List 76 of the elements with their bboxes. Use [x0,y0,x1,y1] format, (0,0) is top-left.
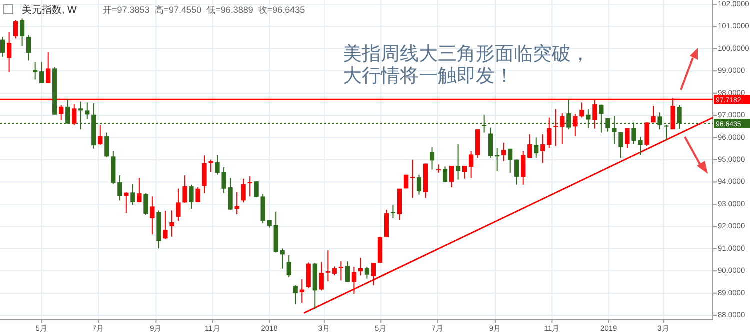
candlestick [554,108,558,147]
candlestick [644,122,650,147]
candlestick [442,166,448,183]
candlestick [254,181,259,198]
candlestick [618,132,624,158]
candlestick [124,192,129,214]
candlestick [163,210,168,240]
candlestick [390,204,396,219]
candlestick [182,175,188,204]
candlestick [280,248,285,270]
candlestick [293,285,298,305]
candlestick [40,62,44,84]
candlestick [170,210,174,238]
annotation: 美指周线大三角形面临突破， [343,43,590,65]
candlestick [462,166,468,180]
candlestick [137,178,142,203]
candlestick [33,62,38,80]
candlestick [502,142,506,162]
candlestick [560,113,565,144]
candlestick [352,266,356,294]
candlestick [104,132,110,158]
candlestick [202,154,207,194]
candlestick [469,150,474,179]
candlestick [664,124,669,141]
candlestick [580,102,584,118]
candlestick [371,262,376,286]
candlestick [384,210,390,238]
candlestick [364,266,370,280]
candlestick [248,176,252,198]
candlestick [72,104,77,126]
candlestick [508,148,513,174]
candlestick [0,36,6,58]
text: 开=97.3853 高=97.4550 低=96.3889 收=96.6435 [103,5,306,15]
candlestick [130,184,136,206]
candlestick [196,187,200,203]
candlestick [300,279,304,304]
candlestick [326,250,330,282]
candlestick [118,175,122,202]
candlestick [59,104,64,121]
candlestick [189,184,194,210]
candlestick [540,134,546,164]
candlestick [416,174,422,196]
candlestick [46,52,51,84]
candlestick [150,196,155,236]
annotation: 大行情将一触即发！ [343,66,514,87]
candlestick [625,128,630,148]
candlestick [6,32,12,73]
candlestick [573,114,578,137]
candlestick [98,124,103,146]
candlestick [241,178,246,204]
candlestick [651,106,656,124]
candlestick [410,159,416,199]
candlestick [319,262,324,292]
candlestick [306,262,311,289]
candlestick [449,166,454,188]
candlestick [286,254,292,278]
candlestick [345,261,350,283]
candlestick [234,192,240,215]
candlestick [338,261,344,282]
candlestick [144,193,148,216]
candlestick [358,258,363,276]
candlestick [176,188,181,222]
candlestick [430,146,435,170]
candlestick [528,134,532,158]
candlestick [208,159,214,172]
candlestick [14,20,18,40]
candlestick [521,150,526,186]
candlestick [456,144,461,180]
candlestick [20,18,25,47]
text: 美元指数, W [22,4,78,16]
candlestick [534,137,539,158]
candlestick [488,127,494,158]
candlestick [26,34,32,62]
candlestick [514,159,520,186]
candlestick [547,117,552,148]
candlestick [85,102,90,120]
